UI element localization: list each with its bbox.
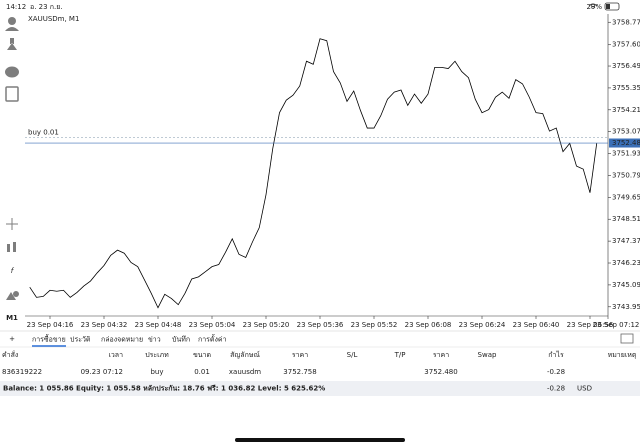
y-tick-label: 3749.650 [612,193,640,201]
column-header: คำสั่ง [2,350,18,359]
cell: 3752.480 [424,368,457,376]
price-line [29,38,598,309]
cell: 836319222 [2,368,42,376]
x-tick-label: 23 Sep 04:32 [81,321,128,329]
home-indicator [235,438,405,442]
y-tick-label: 3757.600 [612,41,640,49]
column-header: ราคา [433,351,449,359]
panel-icon[interactable] [620,333,634,344]
column-header: ราคา [292,351,308,359]
account-icon[interactable] [8,17,16,25]
cell: buy [150,368,163,376]
crosshair-icon[interactable] [6,218,18,230]
price-tag-label: 3752.480 [612,139,640,147]
summary-text: Balance: 1 055.86 Equity: 1 055.58 หลักป… [3,385,325,393]
trade-icon[interactable] [7,38,17,50]
y-tick-label: 3743.950 [612,303,640,311]
column-header: ประเภท [145,351,169,359]
x-tick-label: 23 Sep 04:16 [27,321,74,329]
y-tick-label: 3754.210 [612,106,640,114]
column-header: เวลา [108,351,123,359]
column-header: T/P [394,351,406,359]
y-tick-label: 3750.790 [612,171,640,179]
x-tick-label: 23 Sep 05:36 [297,321,344,329]
new-order-icon[interactable] [5,86,19,102]
y-tick-label: 3747.370 [612,237,640,245]
cell: xauusdm [229,368,261,376]
y-tick-label: 3751.930 [612,150,640,158]
status-time: 14:12 [6,3,26,11]
tab[interactable]: ข่าว [148,336,161,344]
candles-icon[interactable] [7,244,10,252]
cell: 3752.758 [283,368,316,376]
account-icon-body [5,27,19,31]
wifi-icon [588,3,598,8]
column-header: Swap [478,351,497,359]
tab[interactable]: การซื้อขาย [32,333,66,344]
timeframe-button[interactable]: M1 [6,314,18,322]
x-tick-label: 23 Sep 06:08 [405,321,452,329]
cell: 0.01 [194,368,210,376]
x-tick-label: 23 Sep 07:12 [593,321,640,329]
chart-title: XAUUSDm, M1 [28,15,79,23]
chat-icon[interactable] [5,66,19,78]
x-tick-label: 23 Sep 04:48 [135,321,182,329]
y-tick-label: 3755.350 [612,84,640,92]
x-tick-label: 23 Sep 05:20 [243,321,290,329]
tab[interactable]: การตั้งค่า [198,333,227,344]
tab[interactable]: กล่องจดหมาย [101,336,143,344]
y-tick-label: 3746.230 [612,259,640,267]
column-header: หมายเหตุ [608,351,637,359]
summary-profit: -0.28 [547,385,565,393]
column-header: S/L [347,351,358,359]
x-tick-label: 23 Sep 05:04 [189,321,236,329]
x-tick-label: 23 Sep 06:24 [459,321,506,329]
indicators-icon[interactable]: f [11,267,15,275]
summary-currency: USD [577,385,592,393]
y-tick-label: 3753.070 [612,128,640,136]
column-header: กำไร [548,350,564,359]
tab[interactable]: ประวัติ [70,336,91,344]
x-tick-label: 23 Sep 05:52 [351,321,398,329]
cell: -0.28 [547,368,565,376]
status-date: อ. 23 ก.ย. [30,3,63,11]
left-toolbar: f [5,17,19,300]
column-header: ขนาด [193,351,211,359]
battery-icon [604,2,620,11]
x-tick-label: 23 Sep 06:40 [513,321,560,329]
tab[interactable]: บันทึก [172,335,190,344]
y-tick-label: 3748.510 [612,215,640,223]
battery-fill [606,4,610,9]
add-button[interactable]: + [9,335,15,343]
candles-icon-2 [13,242,16,252]
summary-bar [0,381,640,396]
price-tag [609,138,640,148]
x-tick-label: 23 Sep 06:56 [567,321,614,329]
y-tick-label: 3758.770 [612,18,640,26]
y-tick-label: 3756.490 [612,62,640,70]
cell: 09.23 07:12 [81,368,123,376]
column-header: สัญลักษณ์ [230,351,260,359]
y-tick-label: 3745.090 [612,281,640,289]
objects-icon-2 [13,291,19,297]
objects-icon[interactable] [6,292,16,300]
buy-line-label: buy 0.01 [28,129,59,137]
